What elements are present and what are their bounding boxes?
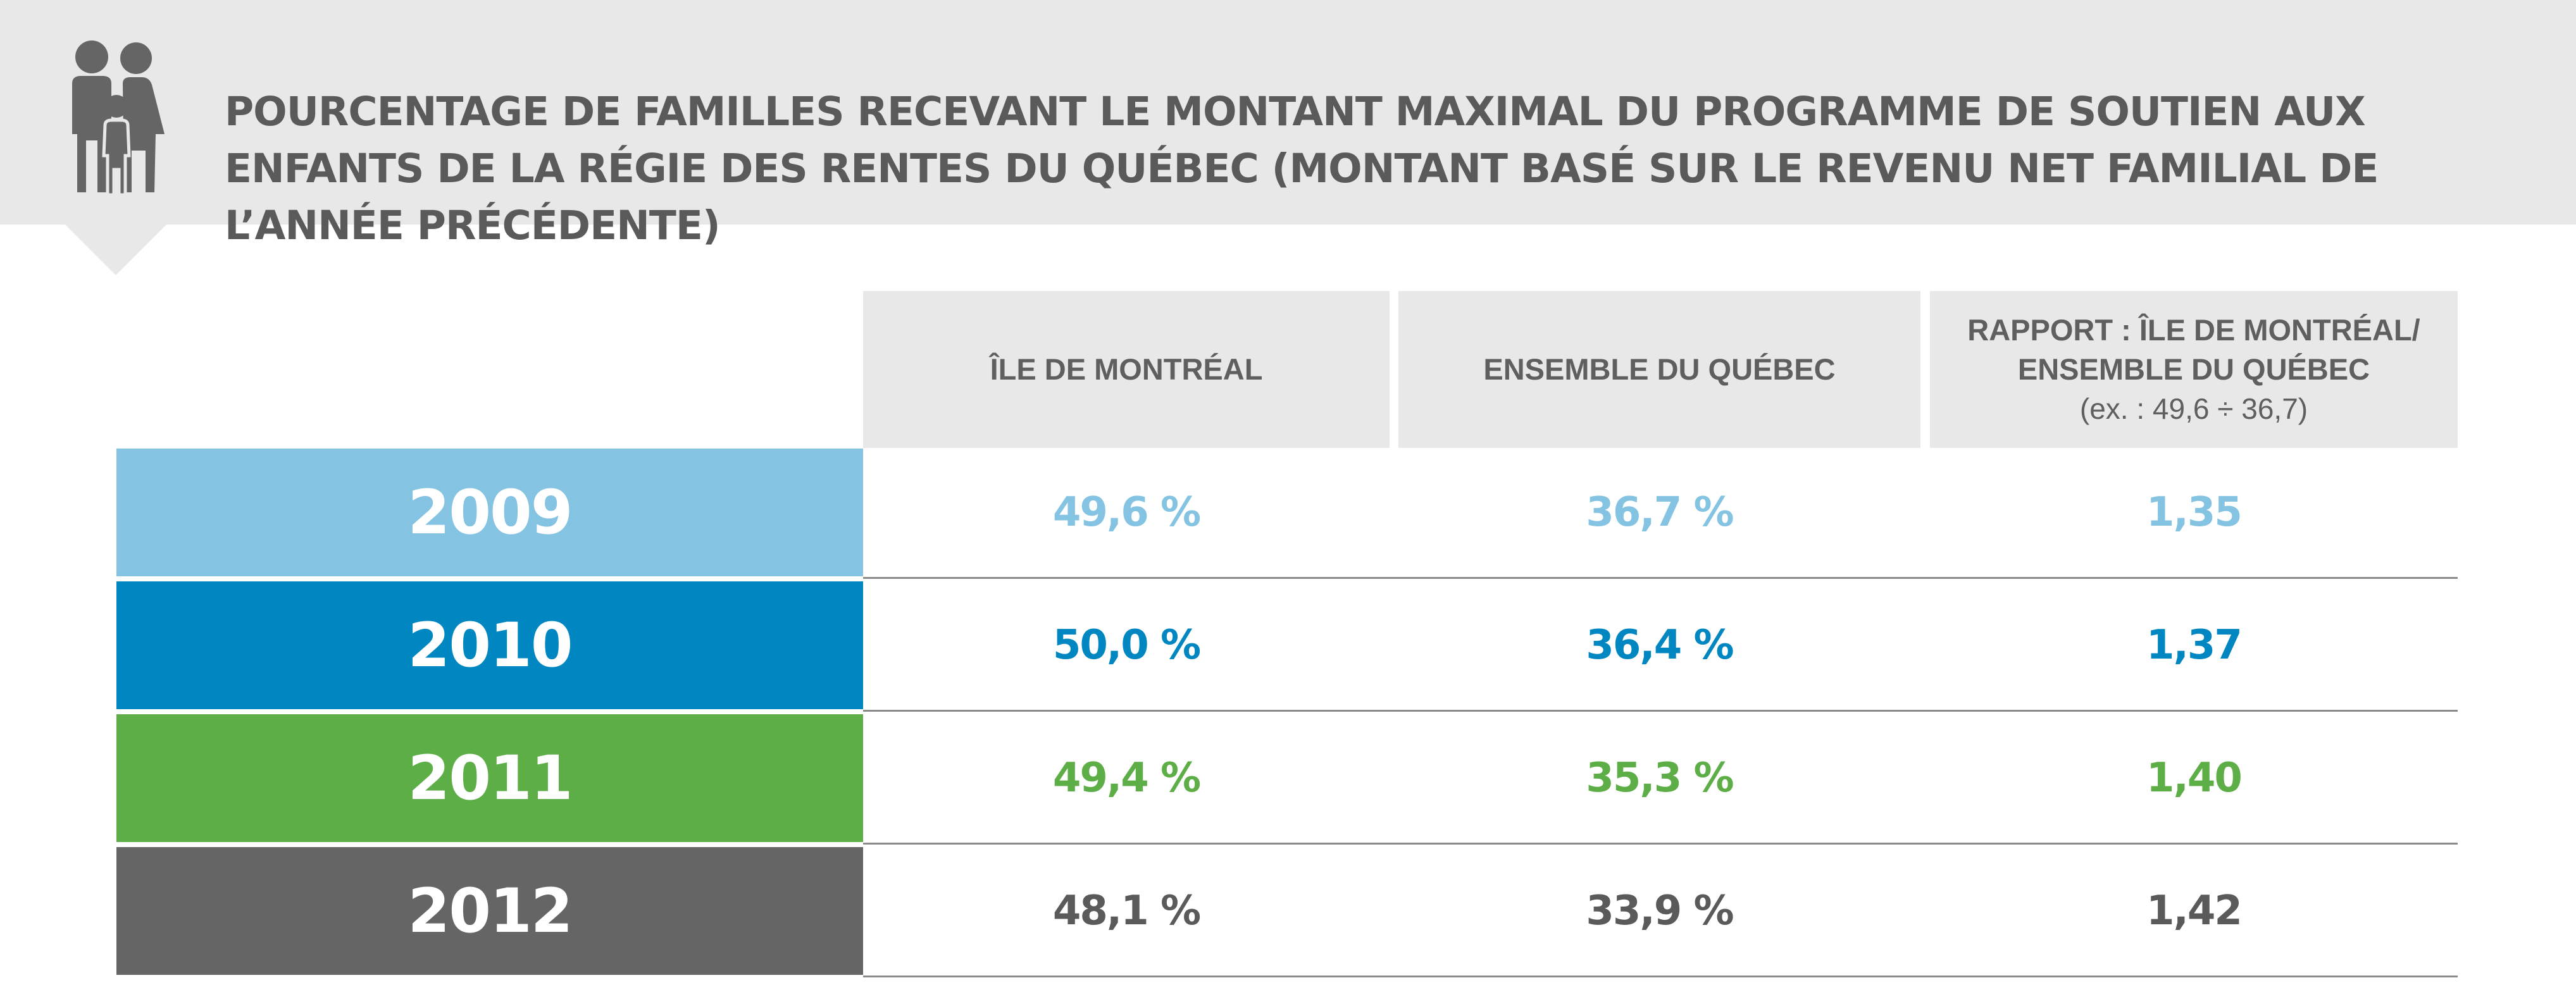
column-header-ratio: RAPPORT : ÎLE DE MONTRÉAL/ ENSEMBLE DU Q… <box>1930 291 2458 448</box>
year-cell-2010: 2010 <box>116 581 863 709</box>
cell-quebec-2009: 36,7 % <box>1586 489 1734 536</box>
cell-ratio-2011: 1,40 <box>2146 755 2243 802</box>
column-header-ratio-example: (ex. : 49,6 ÷ 36,7) <box>2079 392 2308 425</box>
header-notch <box>65 225 166 275</box>
cell-montreal-2011: 49,4 % <box>1052 755 1201 802</box>
cell-ratio-2010: 1,37 <box>2146 622 2243 669</box>
cell-quebec-2011: 35,3 % <box>1586 755 1734 802</box>
column-header-quebec-label: ENSEMBLE DU QUÉBEC <box>1483 352 1836 386</box>
cell-montreal-2012: 48,1 % <box>1052 888 1201 934</box>
family-icon <box>72 40 165 195</box>
cell-ratio-2012: 1,42 <box>2146 888 2243 934</box>
column-header-montreal-label: ÎLE DE MONTRÉAL <box>990 352 1263 386</box>
column-header-ratio-line1: RAPPORT : ÎLE DE MONTRÉAL/ <box>1967 313 2420 347</box>
cell-quebec-2010: 36,4 % <box>1586 622 1734 669</box>
year-cell-2012: 2012 <box>116 847 863 975</box>
column-header-montreal: ÎLE DE MONTRÉAL <box>863 291 1390 448</box>
year-cell-2009: 2009 <box>116 449 863 576</box>
cell-ratio-2009: 1,35 <box>2146 489 2243 536</box>
row-divider <box>863 577 2458 579</box>
row-divider <box>863 976 2458 977</box>
cell-quebec-2012: 33,9 % <box>1586 888 1734 934</box>
column-header-quebec: ENSEMBLE DU QUÉBEC <box>1398 291 1920 448</box>
cell-montreal-2009: 49,6 % <box>1052 489 1201 536</box>
row-divider <box>863 843 2458 845</box>
cell-montreal-2010: 50,0 % <box>1052 622 1201 669</box>
year-cell-2011: 2011 <box>116 714 863 842</box>
column-header-ratio-line2: ENSEMBLE DU QUÉBEC <box>2017 352 2370 386</box>
header-band: POURCENTAGE DE FAMILLES RECEVANT LE MONT… <box>0 0 2576 249</box>
row-divider <box>863 710 2458 712</box>
page-title: POURCENTAGE DE FAMILLES RECEVANT LE MONT… <box>225 89 2379 249</box>
